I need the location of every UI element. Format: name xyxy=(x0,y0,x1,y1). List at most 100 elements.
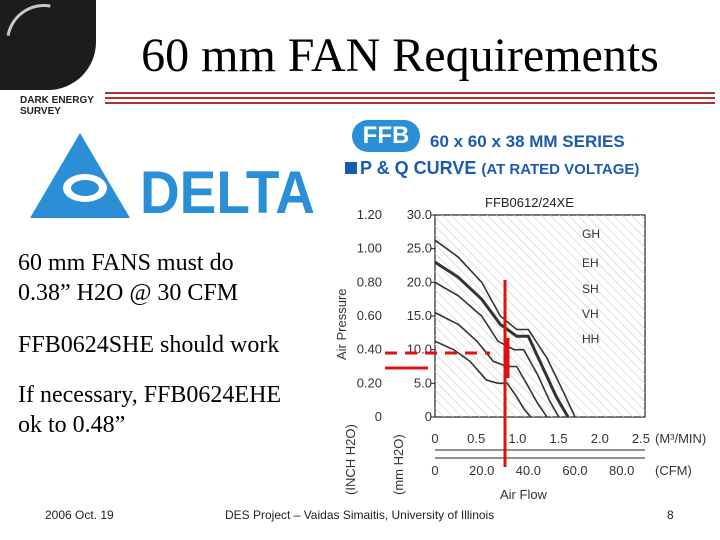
hatch-line xyxy=(649,215,720,417)
hatch-line xyxy=(435,370,481,417)
hatch-line xyxy=(558,215,645,303)
hatch-line xyxy=(435,252,598,417)
ffb-badge: FFB xyxy=(352,120,420,152)
x-tick-m3min: 1.5 xyxy=(550,431,568,446)
x-tick-m3min: 0.5 xyxy=(467,431,485,446)
des-logo-text: DARK ENERGY SURVEY xyxy=(20,95,94,117)
hatch-line xyxy=(435,270,580,417)
footer-date: 2006 Oct. 19 xyxy=(45,508,114,522)
curve-label-sh: SH xyxy=(582,282,599,296)
hatch-line xyxy=(435,298,553,417)
hatch-line xyxy=(435,352,499,417)
pq-curve-hh xyxy=(435,340,532,417)
y-tick-mmh2o: 5.0 xyxy=(414,375,432,390)
x-unit-m3min: (M³/MIN) xyxy=(655,431,706,446)
series-title: 60 x 60 x 38 MM SERIES xyxy=(430,132,625,151)
y-tick-inh2o: 1.20 xyxy=(357,207,382,222)
hatch-line xyxy=(531,215,645,330)
hatch-line xyxy=(685,215,720,417)
hatch-line xyxy=(435,225,625,417)
hatch-line xyxy=(504,215,645,357)
curve-label-vh: VH xyxy=(582,307,599,321)
y-unit-mmh2o: (mm H2O) xyxy=(391,434,406,495)
y-tick-mmh2o: 30.0 xyxy=(407,207,432,222)
x-tick-cfm: 0 xyxy=(431,463,438,478)
hatch-line xyxy=(435,280,571,417)
x-unit-cfm: (CFM) xyxy=(655,463,692,478)
footer-credit: DES Project – Vaidas Simaitis, Universit… xyxy=(225,508,495,522)
x-tick-cfm: 40.0 xyxy=(516,463,541,478)
hatch-line xyxy=(435,334,517,417)
pq-chart: 1.201.000.800.600.400.20030.025.020.015.… xyxy=(334,207,720,502)
y-tick-inh2o: 1.00 xyxy=(357,241,382,256)
x-tick-m3min: 1.0 xyxy=(508,431,526,446)
hatch-line xyxy=(435,289,562,417)
hatch-line xyxy=(667,215,720,417)
curve-label-eh: EH xyxy=(582,256,599,270)
hatch-line xyxy=(585,215,645,276)
hatch-line xyxy=(486,215,645,376)
hatch-line xyxy=(513,215,645,348)
hatch-line xyxy=(495,215,645,367)
hatch-line xyxy=(435,234,616,417)
hatch-line xyxy=(594,215,645,267)
hatch-line xyxy=(694,215,720,417)
y-tick-mmh2o: 15.0 xyxy=(407,308,432,323)
hatch-line xyxy=(676,215,720,417)
title-rule-2 xyxy=(105,97,715,99)
y-tick-inh2o: 0.60 xyxy=(357,308,382,323)
title-rule-3 xyxy=(105,102,715,104)
hatch-line xyxy=(540,215,645,321)
bullet-square-icon xyxy=(345,162,357,174)
curve-title: P & Q CURVE (AT RATED VOLTAGE) xyxy=(360,158,640,178)
hatch-line xyxy=(435,216,634,417)
y-unit-inh2o: (INCH H2O) xyxy=(343,424,358,495)
hatch-line xyxy=(658,215,720,417)
hatch-line xyxy=(549,215,645,312)
y-tick-inh2o: 0 xyxy=(375,409,382,424)
hatch-line xyxy=(435,343,508,417)
y-tick-inh2o: 0.40 xyxy=(357,342,382,357)
curve-label-hh: HH xyxy=(582,332,599,346)
requirement-line-2: 0.38” H2O @ 30 CFM xyxy=(18,280,239,306)
pq-curve-eh xyxy=(435,260,570,417)
fallback-text: If necessary, FFB0624EHE ok to 0.48” xyxy=(18,380,281,440)
hatch-line xyxy=(639,215,645,221)
fallback-line-1: If necessary, FFB0624EHE xyxy=(18,382,282,408)
hatch-line xyxy=(576,215,645,285)
y-axis-label: Air Pressure xyxy=(334,288,349,360)
pq-curve-sh xyxy=(435,281,560,417)
hatch-line xyxy=(441,215,643,417)
x-tick-cfm: 20.0 xyxy=(469,463,494,478)
y-tick-inh2o: 0.80 xyxy=(357,274,382,289)
des-logo: DARK ENERGY SURVEY xyxy=(0,0,100,125)
x-tick-m3min: 2.5 xyxy=(632,431,650,446)
x-tick-cfm: 80.0 xyxy=(609,463,634,478)
delta-logo: DELTA xyxy=(30,133,315,223)
x-tick-m3min: 0 xyxy=(431,431,438,446)
y-tick-mmh2o: 0 xyxy=(425,409,432,424)
title-rule-1 xyxy=(105,92,715,94)
hatch-line xyxy=(603,215,645,257)
figure-header: FFB 60 x 60 x 38 MM SERIES P & Q CURVE (… xyxy=(345,118,695,183)
hatch-line xyxy=(435,261,589,417)
delta-logo-text: DELTA xyxy=(140,159,315,223)
x-tick-cfm: 60.0 xyxy=(562,463,587,478)
model-label: FFB0612/24XE xyxy=(485,195,574,210)
des-logo-line-2: SURVEY xyxy=(20,106,61,117)
hatch-line xyxy=(459,215,645,403)
y-tick-mmh2o: 20.0 xyxy=(407,274,432,289)
y-tick-mmh2o: 25.0 xyxy=(407,241,432,256)
hatch-line xyxy=(468,215,645,394)
fallback-line-2: ok to 0.48” xyxy=(18,412,126,438)
y-tick-inh2o: 0.20 xyxy=(357,375,382,390)
hatch-line xyxy=(435,361,490,417)
hatch-line xyxy=(477,215,645,385)
requirement-line-1: 60 mm FANS must do xyxy=(18,250,234,276)
hatch-line xyxy=(567,215,645,294)
curve-label-gh: GH xyxy=(582,227,600,241)
des-logo-mark xyxy=(0,0,97,95)
des-logo-line-1: DARK ENERGY xyxy=(20,95,94,106)
model-ok-text: FFB0624SHE should work xyxy=(18,332,280,358)
pq-curve-gh xyxy=(435,239,576,417)
